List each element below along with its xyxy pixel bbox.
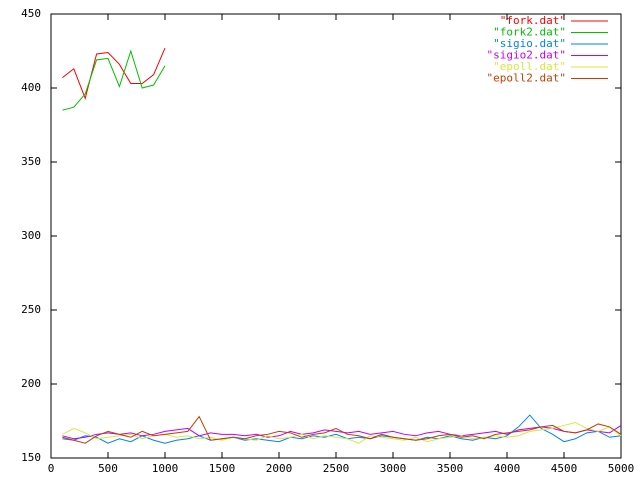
legend-label: "fork2.dat" <box>493 26 566 39</box>
legend-label: "epoll.dat" <box>493 60 566 73</box>
series-line <box>62 49 166 111</box>
x-tick-label: 1000 <box>152 462 179 475</box>
x-tick-label: 1500 <box>209 462 236 475</box>
series-line <box>62 414 622 444</box>
y-tick-label: 400 <box>21 81 41 94</box>
x-tick-label: 0 <box>48 462 55 475</box>
x-tick-label: 3000 <box>380 462 407 475</box>
x-tick-label: 4000 <box>494 462 521 475</box>
y-tick-label: 350 <box>21 155 41 168</box>
legend-label: "epoll2.dat" <box>487 72 566 85</box>
y-tick-label: 300 <box>21 229 41 242</box>
x-tick-label: 5000 <box>608 462 635 475</box>
x-tick-label: 4500 <box>551 462 578 475</box>
legend-label: "sigio2.dat" <box>487 49 566 62</box>
x-tick-label: 3500 <box>437 462 464 475</box>
series-line <box>62 415 622 444</box>
y-tick-label: 250 <box>21 303 41 316</box>
y-tick-label: 200 <box>21 377 41 390</box>
series-line <box>62 47 166 100</box>
x-tick-label: 500 <box>98 462 118 475</box>
y-tick-label: 450 <box>21 7 41 20</box>
series-line <box>62 425 622 440</box>
y-tick-label: 150 <box>21 451 41 464</box>
x-tick-label: 2500 <box>323 462 350 475</box>
x-tick-label: 2000 <box>266 462 293 475</box>
legend-label: "fork.dat" <box>500 14 566 27</box>
legend-label: "sigio.dat" <box>493 37 566 50</box>
